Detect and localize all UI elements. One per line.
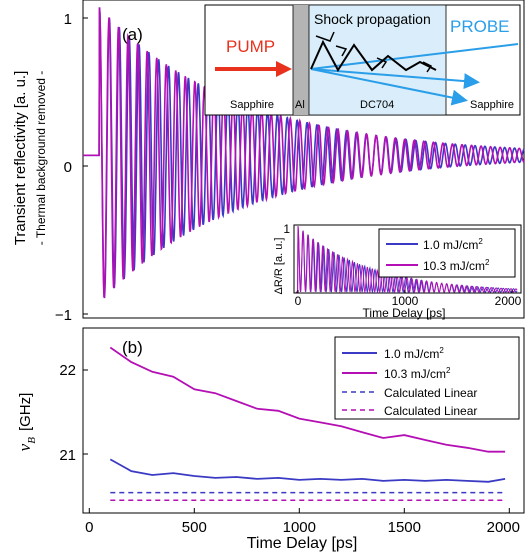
shock-arrow-icon xyxy=(315,31,335,42)
inset-legend-label: 1.0 mJ/cm2 xyxy=(423,237,483,252)
panel-b-xtick-label: 0 xyxy=(85,519,93,536)
panel-b-ytick-label: 22 xyxy=(59,362,76,379)
inset-ytick-label: 1 xyxy=(283,222,290,236)
shock-arrow-icon xyxy=(376,57,388,69)
probe-label: PROBE xyxy=(450,17,510,36)
legend-label: 1.0 mJ/cm2 xyxy=(384,346,444,361)
panel-a-frame xyxy=(82,0,525,319)
pump-arrowhead xyxy=(276,61,292,77)
panel-a-tag: (a) xyxy=(122,25,143,44)
panel-a-ytick-label: 0 xyxy=(64,159,72,176)
panel-b: (b) 22 21 νB[GHz] 1.0 mJ/cm2 10.3 mJ/cm2… xyxy=(15,327,525,552)
panel-a-ytick-label: 1 xyxy=(64,11,72,28)
shock-arrow-icon xyxy=(335,45,348,57)
decay-inset-series-line xyxy=(295,225,518,294)
layer-label-al: Al xyxy=(295,99,305,111)
panel-a-curves xyxy=(83,7,525,299)
panel-a-series-line xyxy=(83,7,525,299)
layer-label-sapphire-left: Sapphire xyxy=(230,99,274,111)
panel-b-series-line xyxy=(109,458,506,483)
decay-inset-curves xyxy=(295,225,518,294)
panel-b-curves xyxy=(109,346,506,502)
panel-b-ytick-label: 21 xyxy=(59,447,76,464)
panel-b-xtick-label: 500 xyxy=(182,519,207,536)
panel-b-frame xyxy=(82,327,525,514)
legend-label: Calculated Linear xyxy=(384,404,477,418)
pump-label: PUMP xyxy=(226,37,275,56)
layer-label-dc704: DC704 xyxy=(360,99,394,111)
shock-wave-path xyxy=(310,39,437,72)
panel-b-xlabel: Time Delay [ps] xyxy=(247,535,358,552)
decay-inset: 0 1000 2000 1 Time Delay [ps] ΔR/R [a. u… xyxy=(250,220,522,320)
decay-inset-frame xyxy=(293,224,522,294)
panel-b-xtick-label: 1000 xyxy=(283,519,316,536)
inset-ylabel: ΔR/R [a. u.] xyxy=(273,238,285,295)
panel-b-xticks: 0 500 1000 1500 2000 xyxy=(85,508,520,536)
shock-label: Shock propagation xyxy=(314,11,431,27)
panel-a: 1 0 −1 Transient reflectivity [a. u.] - … xyxy=(12,0,525,324)
shock-arrow-icon xyxy=(422,61,433,73)
panel-b-series-line xyxy=(109,346,506,453)
probe-incoming-beam xyxy=(310,43,519,70)
legend-label: 10.3 mJ/cm2 xyxy=(384,366,451,381)
inset-legend xyxy=(378,228,516,278)
probe-transmitted-beam xyxy=(310,68,468,106)
inset-xtick-label: 0 xyxy=(295,294,302,308)
aluminum-layer xyxy=(293,5,309,115)
panel-a-ytick-label: −1 xyxy=(55,307,72,324)
inset-xlabel: Time Delay [ps] xyxy=(363,306,446,320)
panel-a-ylabel: Transient reflectivity [a. u.] xyxy=(12,71,29,246)
panel-b-legend xyxy=(334,336,520,420)
probe-reflected-beam xyxy=(310,68,480,90)
schematic-inset: PUMP PROBE Shock propagation Sapphire Al… xyxy=(204,4,521,116)
panel-b-ylabel: νB[GHz] xyxy=(15,393,38,452)
layer-label-sapphire-right: Sapphire xyxy=(470,99,514,111)
panel-b-xtick-label: 2000 xyxy=(487,519,520,536)
legend-label: Calculated Linear xyxy=(384,386,477,400)
inset-xtick-label: 1000 xyxy=(392,294,419,308)
inset-legend-label: 10.3 mJ/cm2 xyxy=(423,258,490,273)
panel-b-tag: (b) xyxy=(122,338,143,357)
panel-a-ylabel-sub: - Thermal background removed - xyxy=(34,71,48,246)
panel-b-xtick-label: 1500 xyxy=(388,519,421,536)
inset-xtick-label: 2000 xyxy=(495,294,522,308)
